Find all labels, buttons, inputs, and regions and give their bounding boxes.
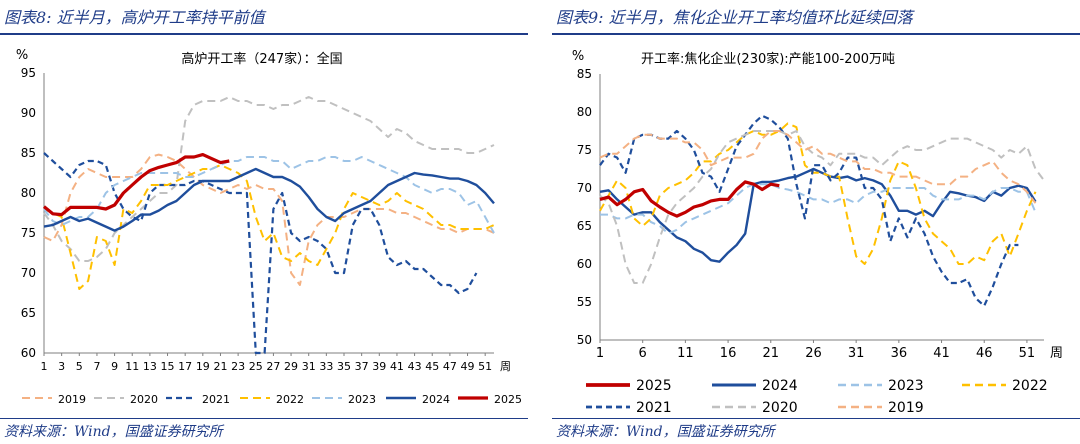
series-line-2021 [43, 152, 478, 355]
x-tick-label: 16 [720, 346, 737, 361]
figure-title: 图表8: 近半月，高炉开工率持平前值 [4, 8, 265, 27]
y-tick-label: 65 [577, 219, 592, 233]
source-rule [0, 418, 528, 419]
series-line-2024 [43, 167, 495, 232]
y-tick-label: 50 [577, 333, 592, 347]
y-tick-label: 80 [577, 105, 592, 119]
series-line-2025 [599, 180, 780, 218]
series-line-2024 [599, 167, 1037, 263]
series-line-2019 [599, 130, 1037, 204]
chart-title: 高炉开工率（247家）：全国 [181, 51, 342, 67]
legend-label-2025: 2025 [636, 378, 672, 394]
x-tick-label: 46 [976, 346, 993, 361]
x-tick-label: 33 [319, 360, 333, 373]
y-axis-unit: % [16, 48, 28, 63]
y-tick-label: 60 [21, 346, 36, 360]
legend-label-2020: 2020 [762, 400, 798, 416]
y-tick-label: 85 [577, 67, 592, 81]
y-tick-label: 75 [577, 143, 592, 157]
chart-title: 开工率:焦化企业(230家):产能100-200万吨 [641, 51, 895, 67]
x-tick-label: 26 [805, 346, 822, 361]
x-tick-label: 19 [196, 360, 210, 373]
x-tick-label: 21 [762, 346, 779, 361]
y-tick-label: 90 [21, 106, 36, 120]
title-rule [552, 33, 1080, 35]
x-tick-label: 51 [1019, 346, 1036, 361]
y-tick-label: 65 [21, 306, 36, 320]
legend-label-2023: 2023 [348, 393, 376, 406]
x-tick-label: 39 [372, 360, 386, 373]
x-tick-label: 6 [639, 346, 647, 361]
legend-label-2023: 2023 [888, 378, 924, 394]
y-tick-label: 80 [21, 186, 36, 200]
x-tick-label: 45 [425, 360, 439, 373]
series-line-2021 [599, 114, 1019, 307]
title-rule [0, 33, 528, 35]
legend-label-2025: 2025 [494, 393, 522, 406]
coking-chart: 开工率:焦化企业(230家):产能100-200万吨% 50 55 60 65 70 75 8… [572, 49, 1063, 416]
series-line-2023 [600, 183, 1037, 235]
figure-panel-blast-furnace: 图表8: 近半月，高炉开工率持平前值 高炉开工率（247家）：全国% 60 65 70… [0, 0, 528, 444]
x-axis-unit: 周 [500, 360, 511, 373]
x-tick-label: 25 [249, 360, 263, 373]
x-tick-label: 11 [125, 360, 139, 373]
x-tick-label: 51 [478, 360, 492, 373]
x-tick-label: 23 [231, 360, 245, 373]
x-tick-label: 31 [848, 346, 865, 361]
series-line-2023 [43, 156, 495, 234]
x-tick-label: 15 [161, 360, 175, 373]
y-tick-label: 70 [577, 181, 592, 195]
series-line-2022 [43, 164, 495, 290]
series-line-2019 [43, 153, 495, 286]
legend-label-2022: 2022 [276, 393, 304, 406]
legend-label-2024: 2024 [422, 393, 450, 406]
series-line-2020 [43, 96, 495, 262]
x-tick-label: 41 [390, 360, 404, 373]
legend-label-2019: 2019 [888, 400, 924, 416]
y-tick-label: 60 [577, 257, 592, 271]
series-line-2022 [599, 122, 1037, 265]
y-tick-label: 70 [21, 266, 36, 280]
x-tick-label: 1 [41, 360, 48, 373]
x-tick-label: 29 [284, 360, 298, 373]
source-rule [552, 418, 1080, 419]
series-line-2025 [42, 153, 230, 217]
x-tick-label: 5 [76, 360, 83, 373]
legend-label-2021: 2021 [202, 393, 230, 406]
source-note: 资料来源：Wind，国盛证券研究所 [556, 424, 775, 440]
x-tick-label: 3 [58, 360, 65, 373]
legend-label-2019: 2019 [58, 393, 86, 406]
x-tick-label: 31 [302, 360, 316, 373]
x-tick-label: 27 [266, 360, 280, 373]
x-tick-label: 21 [213, 360, 227, 373]
x-tick-label: 37 [355, 360, 369, 373]
figure-title: 图表9: 近半月，焦化企业开工率均值环比延续回落 [556, 8, 913, 27]
x-tick-label: 9 [111, 360, 118, 373]
y-tick-label: 55 [577, 295, 592, 309]
source-note: 资料来源：Wind，国盛证券研究所 [4, 424, 223, 440]
x-tick-label: 47 [443, 360, 457, 373]
y-axis-unit: % [572, 49, 584, 64]
x-tick-label: 35 [337, 360, 351, 373]
legend-label-2024: 2024 [762, 378, 798, 394]
x-tick-label: 43 [408, 360, 422, 373]
legend-label-2021: 2021 [636, 400, 672, 416]
legend-label-2020: 2020 [130, 393, 158, 406]
x-tick-label: 17 [178, 360, 192, 373]
x-tick-label: 11 [677, 346, 694, 361]
y-tick-label: 75 [21, 226, 36, 240]
x-tick-label: 36 [891, 346, 908, 361]
x-tick-label: 49 [461, 360, 475, 373]
x-tick-label: 41 [933, 346, 950, 361]
x-tick-label: 13 [143, 360, 157, 373]
series-line-2020 [599, 130, 1045, 284]
y-tick-label: 95 [21, 66, 36, 80]
x-axis-unit: 周 [1050, 346, 1063, 361]
x-tick-label: 7 [93, 360, 100, 373]
x-tick-label: 1 [596, 346, 604, 361]
legend-label-2022: 2022 [1012, 378, 1048, 394]
figure-panel-coking: 图表9: 近半月，焦化企业开工率均值环比延续回落 开工率:焦化企业(230家):… [552, 0, 1080, 444]
y-tick-label: 85 [21, 146, 36, 160]
